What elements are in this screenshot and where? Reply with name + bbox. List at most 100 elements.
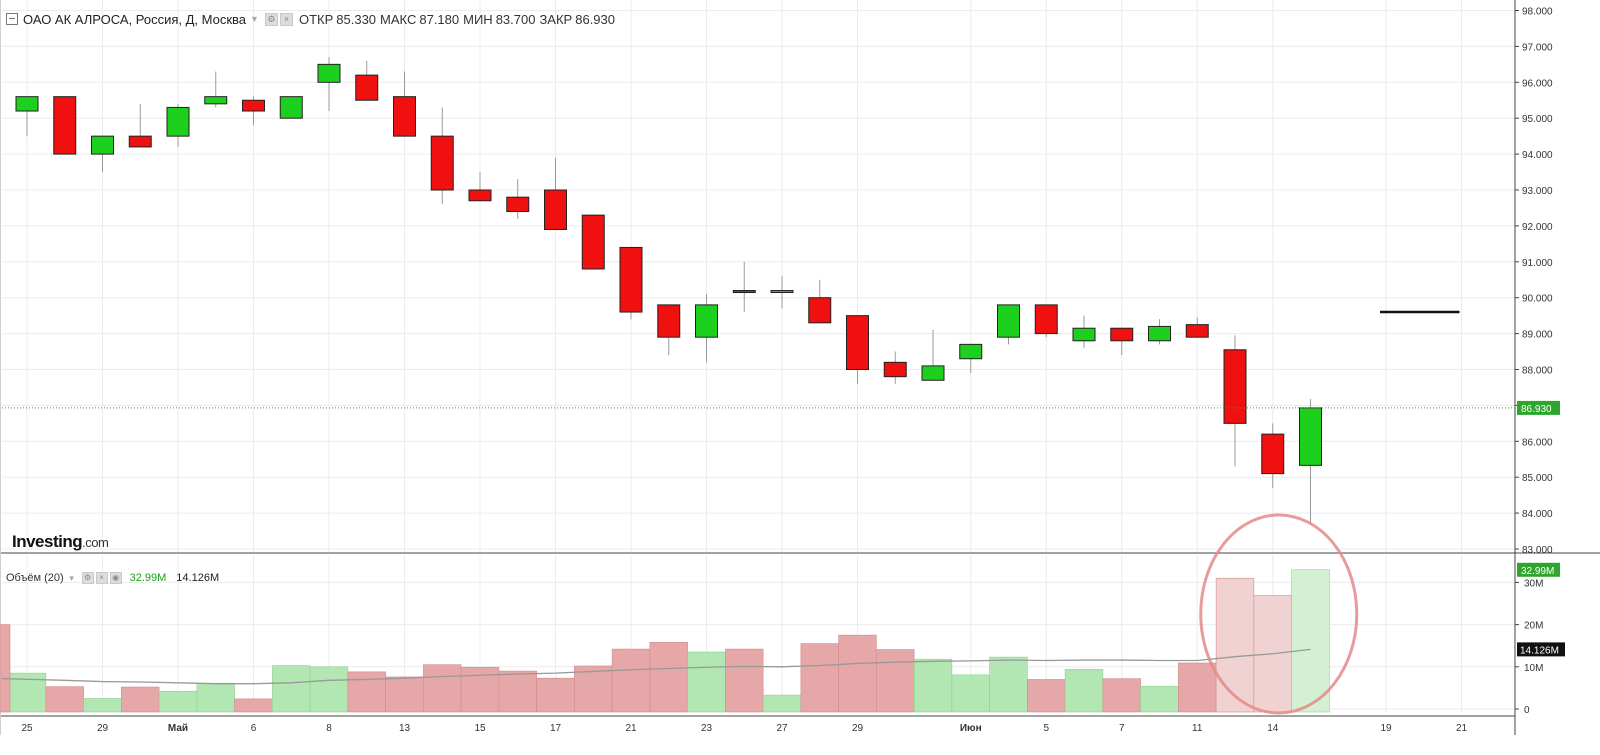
candle-body — [204, 96, 228, 105]
symbol-title: ОАО АК АЛРОСА, Россия, Д, Москва — [23, 11, 247, 27]
collapse-icon[interactable] — [6, 13, 18, 25]
chart-header: ОАО АК АЛРОСА, Россия, Д, Москва ▼ ⚙ × О… — [6, 10, 615, 28]
ma-line — [1, 648, 1311, 685]
volume-bar — [536, 677, 575, 713]
volume-bar — [838, 634, 877, 713]
candle-body — [355, 74, 379, 101]
price-tick-label: 91.000 — [1522, 258, 1553, 269]
close-icon[interactable]: × — [95, 572, 108, 584]
ma-value-badge — [1517, 642, 1565, 657]
x-tick-label: 11 — [1192, 723, 1203, 734]
chevron-down-icon[interactable]: ▼ — [250, 14, 259, 24]
x-tick-label: 17 — [550, 723, 562, 734]
x-tick-label: 19 — [1380, 723, 1392, 734]
volume-bar — [309, 666, 349, 713]
candle-body — [695, 304, 718, 338]
price-tick-label: 96.000 — [1522, 78, 1553, 89]
volume-bar — [423, 664, 462, 713]
highlight-ellipse — [1199, 513, 1359, 715]
volume-bar — [876, 649, 915, 713]
volume-header: Объём (20) ▼ ⚙ × ◉ 32.99M 14.126M — [6, 571, 219, 585]
volume-bar — [158, 690, 198, 713]
volume-bar — [0, 624, 11, 713]
price-tick-label: 95.000 — [1522, 114, 1553, 125]
volume-bar — [272, 665, 311, 713]
high-label: МАКС — [380, 11, 417, 27]
candle-body — [1261, 433, 1285, 475]
candle-body — [732, 290, 756, 294]
volume-tick-label: 10M — [1524, 663, 1543, 674]
candle-body — [1185, 324, 1209, 338]
candle-body — [1148, 325, 1171, 342]
volume-value-badge — [1517, 562, 1560, 577]
volume-bar — [196, 682, 235, 713]
x-tick-label: 21 — [1456, 723, 1468, 734]
candle-body — [959, 343, 983, 360]
open-value: 85.330 — [336, 11, 377, 27]
volume-bar — [347, 671, 386, 713]
volume-bar — [498, 670, 537, 713]
volume-bar — [1140, 685, 1179, 713]
volume-bars — [0, 569, 1330, 713]
candle-body — [506, 196, 530, 213]
x-tick-label: 29 — [852, 723, 864, 734]
price-tick-label: 84.000 — [1522, 509, 1553, 520]
investing-logo: Investing.com — [12, 532, 109, 552]
volume-ma-value: 14.126M — [176, 572, 220, 584]
candle-body — [242, 99, 265, 112]
volume-value-label: 32.99M — [1521, 566, 1554, 577]
x-tick-label: 25 — [21, 723, 33, 734]
gear-icon[interactable]: ⚙ — [81, 572, 94, 584]
price-tick-label: 88.000 — [1522, 366, 1553, 377]
gear-icon[interactable]: ⚙ — [264, 12, 278, 26]
candle-body — [15, 96, 39, 112]
price-tick-label: 93.000 — [1522, 186, 1553, 197]
volume-bar — [687, 651, 726, 713]
candle-body — [468, 189, 492, 202]
volume-bar — [611, 648, 651, 713]
logo-suffix: .com — [82, 535, 109, 550]
candle-body — [883, 361, 907, 378]
volume-bar — [951, 674, 990, 713]
x-tick-label: Июн — [960, 723, 982, 734]
last-price-badge — [1517, 400, 1560, 415]
candle-body — [317, 63, 341, 83]
x-tick-label: 13 — [399, 723, 411, 734]
price-axis: 83.00084.00085.00086.00087.00088.00089.0… — [1515, 7, 1553, 556]
candle-body — [657, 304, 681, 338]
volume-bar — [1064, 669, 1104, 713]
candles — [15, 57, 1322, 524]
volume-bar — [913, 658, 953, 713]
candle-body — [846, 315, 869, 370]
volume-bar — [121, 686, 160, 713]
candle-body — [770, 290, 794, 294]
candle-body — [128, 135, 152, 148]
eye-icon[interactable]: ◉ — [109, 572, 122, 584]
candle-body — [91, 135, 114, 155]
candle-body — [166, 106, 190, 137]
candle-body — [1223, 349, 1247, 424]
low-value: 83.700 — [495, 11, 536, 27]
volume-bar — [45, 686, 84, 713]
volume-bar — [574, 665, 613, 713]
x-tick-label: 29 — [97, 723, 109, 734]
close-icon[interactable]: × — [279, 12, 293, 26]
candle-body — [393, 96, 416, 137]
candle-body — [430, 135, 454, 191]
volume-bar — [1178, 662, 1217, 713]
candle-body — [808, 297, 832, 324]
chevron-down-icon[interactable]: ▼ — [67, 573, 76, 583]
x-tick-label: Май — [168, 723, 188, 734]
price-tick-label: 86.000 — [1522, 437, 1553, 448]
volume-bar — [725, 648, 764, 713]
logo-main: Investing — [12, 532, 83, 551]
close-value: 86.930 — [575, 11, 615, 27]
candle-body — [53, 96, 77, 155]
price-tick-label: 90.000 — [1522, 294, 1553, 305]
price-tick-label: 89.000 — [1522, 330, 1553, 341]
volume-bar — [83, 698, 122, 713]
volume-axis: 0 10M 20M 30M — [1515, 578, 1543, 716]
x-tick-label: 5 — [1043, 723, 1049, 734]
